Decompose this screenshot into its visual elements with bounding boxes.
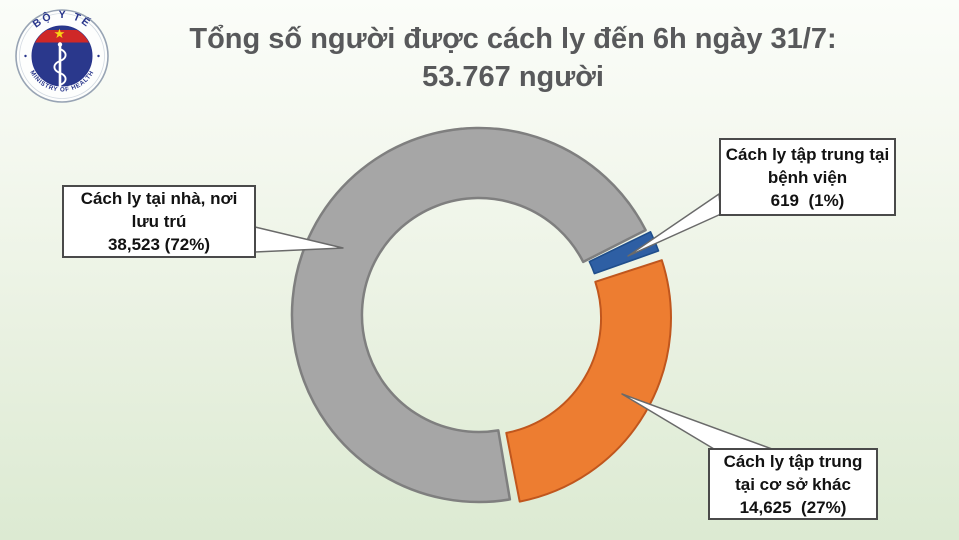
slice-home xyxy=(290,126,647,504)
title-line-1: Tổng số người được cách ly đến 6h ngày 3… xyxy=(189,23,837,55)
logo-inner-ring xyxy=(19,13,105,99)
callout-home: Cách ly tại nhà, nơi lưu trú 38,523 (72%… xyxy=(62,185,256,258)
logo-side-dot-right xyxy=(97,54,100,58)
callout-hospital-line1: Cách ly tập trung tại xyxy=(725,144,890,164)
title-line-2: 53.767 người xyxy=(422,61,604,93)
caduceus-icon xyxy=(53,42,67,88)
callout-hospital: Cách ly tập trung tại bệnh viện 619 (1%) xyxy=(719,138,896,216)
logo-side-dot-left xyxy=(24,54,27,58)
slice-other xyxy=(505,259,672,503)
page-title: Tổng số người được cách ly đến 6h ngày 3… xyxy=(66,20,959,96)
callout-other-value: 14,625 (27%) xyxy=(739,497,847,517)
callout-other: Cách ly tập trung tại cơ sở khác 14,625 … xyxy=(708,448,878,520)
callout-hospital-line2: bệnh viện xyxy=(767,167,848,187)
callout-pointer-other xyxy=(621,393,773,450)
logo-red-band xyxy=(32,30,92,43)
callout-hospital-value: 619 (1%) xyxy=(770,190,845,210)
star-icon: ★ xyxy=(54,26,66,41)
callout-other-line2: tại cơ sở khác xyxy=(735,474,851,494)
callout-other-line1: Cách ly tập trung xyxy=(723,451,863,471)
moh-logo: ★ BỘ Y TẾ MINISTRY OF HEALTH xyxy=(15,9,109,103)
doughnut-slices xyxy=(290,126,672,504)
callout-home-value: 38,523 (72%) xyxy=(107,235,211,254)
callout-home-line2: lưu trú xyxy=(131,212,187,231)
callout-home-line1: Cách ly tại nhà, nơi xyxy=(80,189,238,208)
